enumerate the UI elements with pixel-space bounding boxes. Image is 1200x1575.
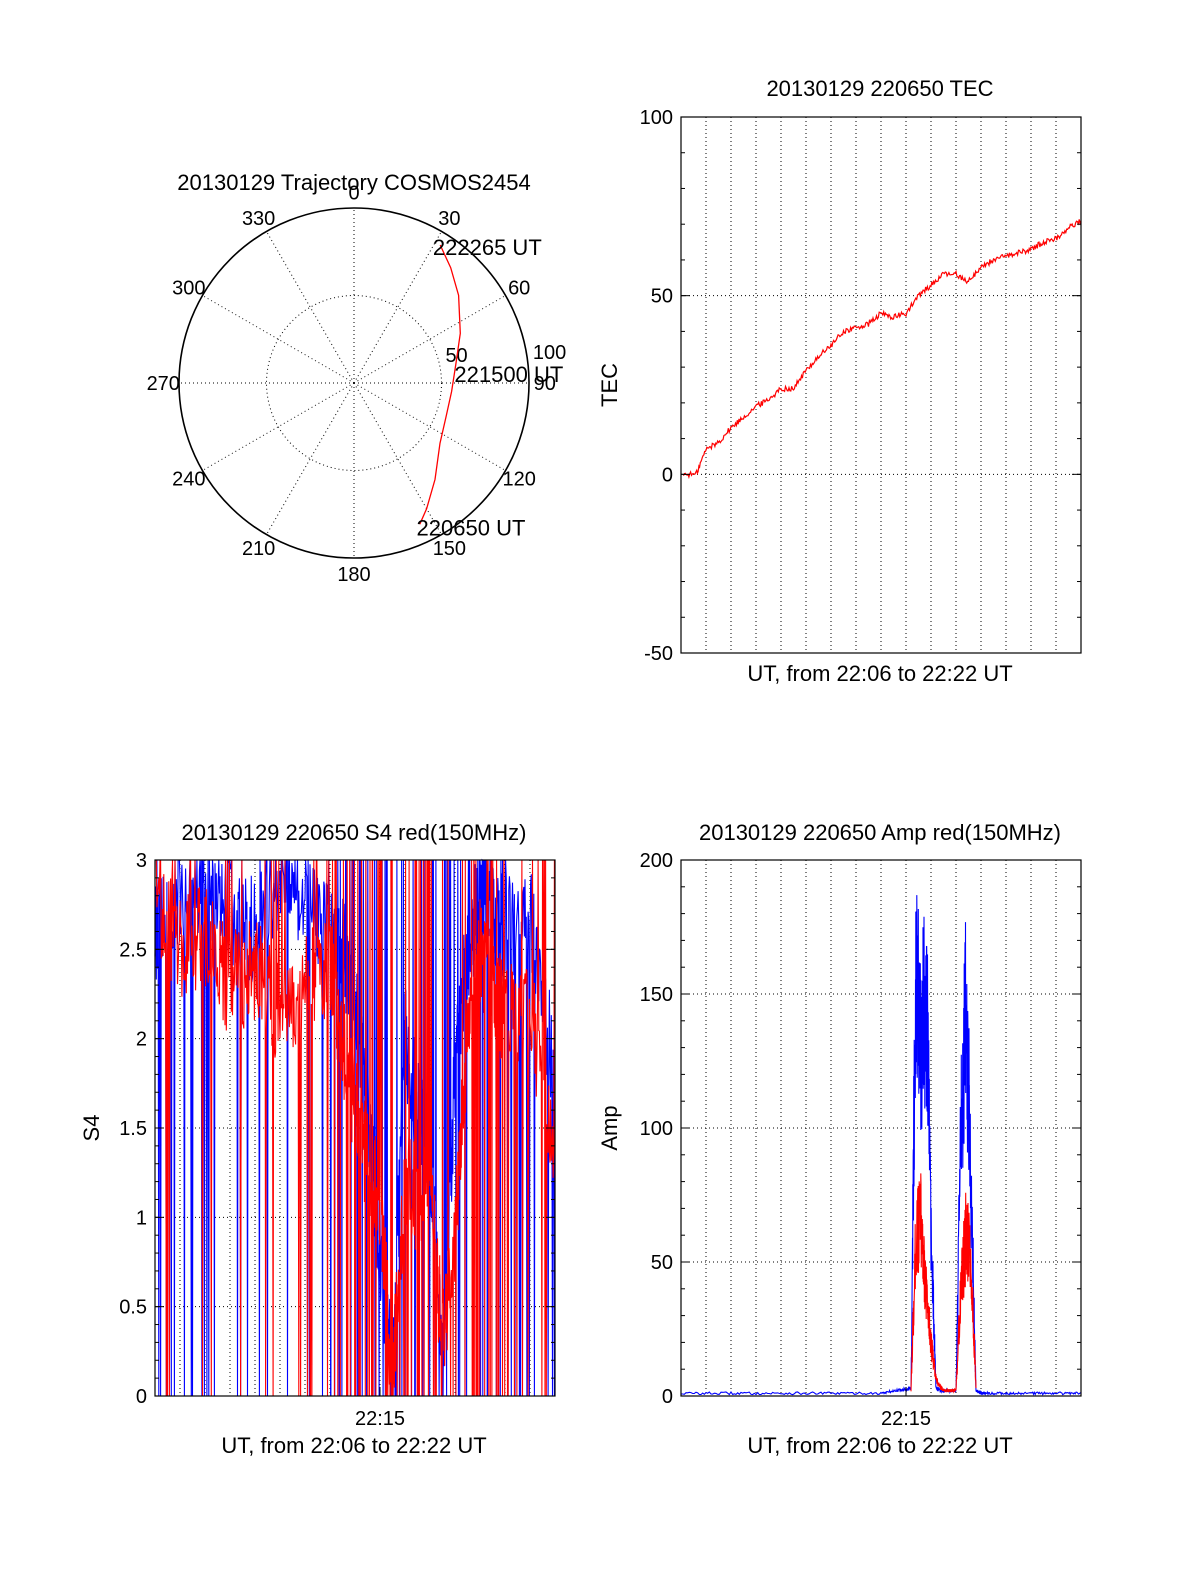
s4-y-label: S4: [79, 1115, 104, 1142]
tec-title: 20130129 220650 TEC: [766, 76, 993, 101]
polar-angle-label: 180: [337, 564, 370, 586]
polar-angle-label: 210: [242, 538, 275, 560]
polar-angle-label: 300: [172, 278, 205, 300]
polar-spoke: [353, 231, 442, 384]
tec-y-label: TEC: [597, 363, 622, 407]
s4-x-label: UT, from 22:06 to 22:22 UT: [221, 1433, 486, 1458]
polar-trajectory-panel: 20130129 Trajectory COSMOS2454 0 30 60 90 12…: [147, 170, 567, 586]
polar-angle-label: 150: [433, 538, 466, 560]
tec-x-label: UT, from 22:06 to 22:22 UT: [747, 661, 1012, 686]
s4-title: 20130129 220650 S4 red(150MHz): [182, 820, 527, 845]
y-tick-label: 2.5: [119, 939, 147, 961]
x-tick-label: 22:15: [881, 1408, 931, 1430]
polar-angle-label: 60: [508, 278, 530, 300]
y-tick-label: 3: [136, 850, 147, 872]
tec-panel: 20130129 220650 TEC -50 0 50 100 UT, from 2…: [597, 76, 1082, 686]
amp-y-ticks: 0 50 100 150 200: [640, 850, 1081, 1408]
series-line: [910, 1173, 977, 1394]
polar-angle-label: 90: [534, 373, 556, 395]
polar-angle-label: 330: [242, 208, 275, 230]
polar-angle-label: 120: [503, 468, 536, 490]
y-tick-label: 1.5: [119, 1118, 147, 1140]
s4-x-ticks: 22:15: [355, 1387, 405, 1430]
y-tick-label: 100: [640, 1118, 673, 1140]
polar-angle-labels: 0 30 60 90 120 150 180 210 240 270 300 330: [147, 182, 556, 586]
polar-title: 20130129 Trajectory COSMOS2454: [177, 170, 530, 195]
y-tick-label: 150: [640, 984, 673, 1006]
y-tick-label: 100: [640, 107, 673, 129]
polar-radius-label: 100: [533, 342, 566, 364]
amp-y-label: Amp: [597, 1105, 622, 1150]
s4-y-ticks: 0 0.5 1 1.5 2 2.5 3: [119, 850, 555, 1408]
amp-x-ticks: 22:15: [881, 1387, 931, 1430]
y-tick-label: 0.5: [119, 1297, 147, 1319]
x-tick-label: 22:15: [355, 1408, 405, 1430]
y-tick-label: 1: [136, 1207, 147, 1229]
polar-spoke: [353, 382, 506, 471]
amp-panel: 20130129 220650 Amp red(150MHz) 0 50 100 15…: [597, 820, 1082, 1458]
amp-grid: [681, 860, 1081, 1396]
amp-x-label: UT, from 22:06 to 22:22 UT: [747, 1433, 1012, 1458]
s4-panel: 20130129 220650 S4 red(150MHz) 0 0.5 1 1.5 2…: [79, 820, 556, 1458]
polar-inner-ring: [266, 295, 442, 471]
tec-grid: [681, 117, 1081, 653]
series-line: [155, 859, 556, 1397]
trajectory-time-label: 222265 UT: [433, 235, 542, 260]
y-tick-label: 50: [651, 1252, 673, 1274]
y-tick-label: 0: [662, 1386, 673, 1408]
polar-grid: [178, 207, 530, 559]
polar-series: [419, 244, 461, 525]
polar-angle-label: 270: [147, 373, 180, 395]
trajectory-time-label: 220650 UT: [417, 516, 526, 541]
polar-angle-label: 0: [348, 182, 359, 204]
polar-annotations: 222265 UT 221500 UT 220650 UT: [417, 235, 564, 541]
polar-spoke: [266, 382, 355, 535]
y-tick-label: 0: [662, 464, 673, 486]
series-line: [680, 895, 1082, 1397]
polar-outer-ring: [178, 207, 530, 559]
series-line: [682, 219, 1082, 480]
tec-y-ticks: -50 0 50 100: [640, 107, 1081, 665]
y-tick-label: -50: [644, 643, 673, 665]
tec-series: [682, 219, 1082, 480]
trajectory-line: [419, 244, 461, 525]
tec-frame: [680, 116, 1082, 654]
polar-spoke: [353, 382, 442, 535]
y-tick-label: 50: [651, 286, 673, 308]
polar-spoke: [266, 231, 355, 384]
trajectory-time-label: 221500 UT: [454, 362, 563, 387]
polar-angle-label: 240: [172, 468, 205, 490]
y-tick-label: 0: [136, 1386, 147, 1408]
amp-series: [680, 895, 1082, 1397]
y-tick-label: 2: [136, 1029, 147, 1051]
y-tick-label: 200: [640, 850, 673, 872]
polar-angle-label: 30: [438, 208, 460, 230]
amp-title: 20130129 220650 Amp red(150MHz): [699, 820, 1061, 845]
